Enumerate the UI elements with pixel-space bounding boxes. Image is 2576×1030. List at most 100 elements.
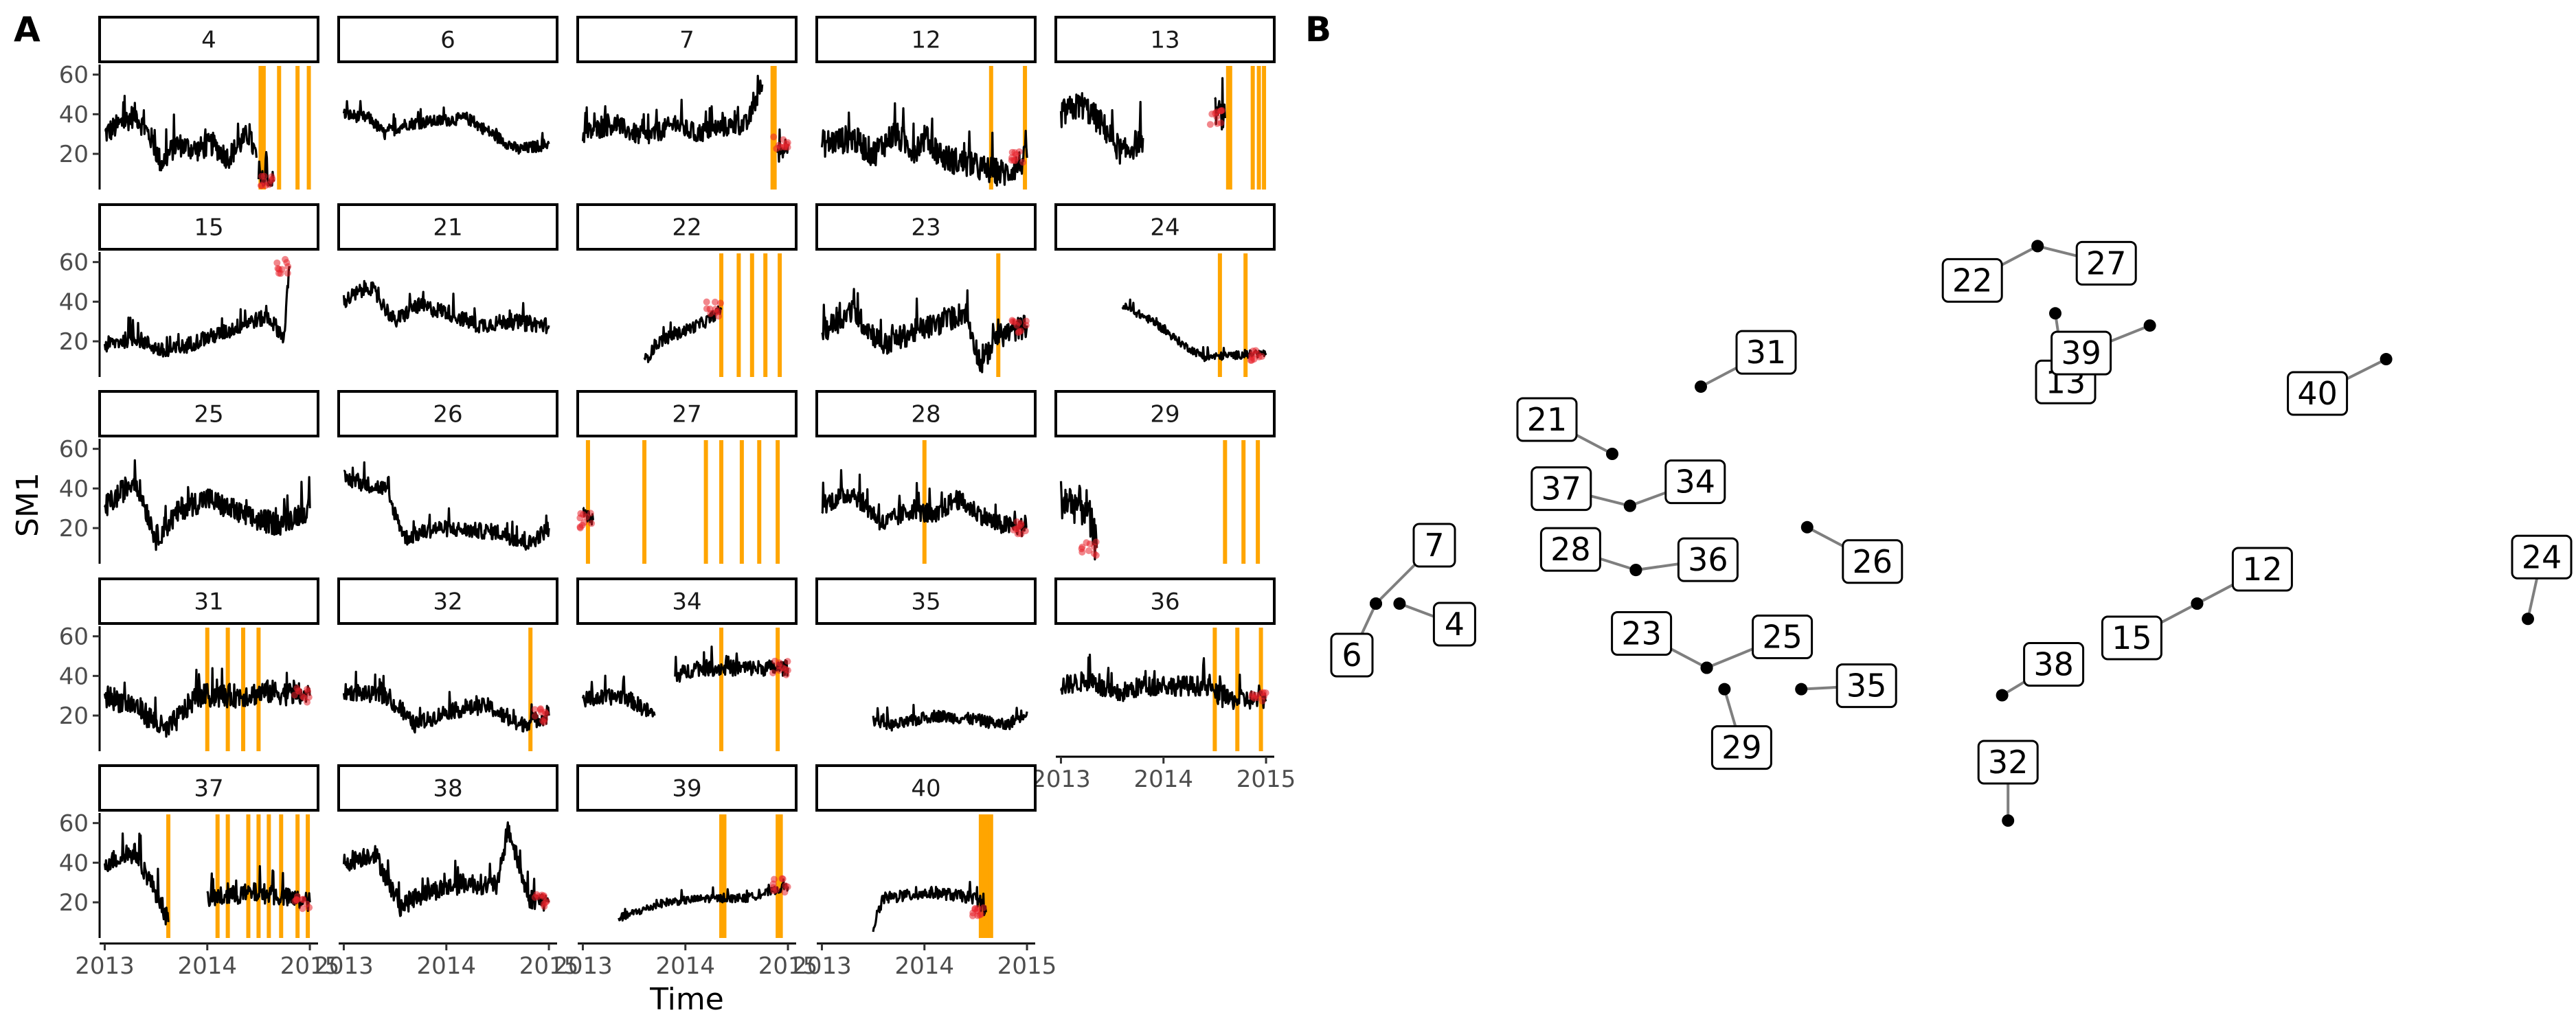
station-label-box xyxy=(2101,615,2162,661)
anomaly-point xyxy=(300,694,308,702)
station-label-box xyxy=(1752,615,1814,659)
facet-strip xyxy=(815,577,1037,625)
station-point xyxy=(1370,597,1382,610)
anomaly-point xyxy=(1248,356,1256,364)
station-label: 6 xyxy=(1342,637,1362,674)
station-point xyxy=(2049,307,2061,320)
panel-b-station-map: 4671213152122232425262728293132343536373… xyxy=(1330,240,2573,827)
facet-strip-label: 34 xyxy=(672,588,701,616)
y-tick-label: 40 xyxy=(59,663,89,690)
station-node-15: 15 xyxy=(2101,597,2204,661)
anomaly-point xyxy=(1090,550,1098,558)
station-point xyxy=(1606,448,1618,460)
facet-28: 28 xyxy=(815,390,1037,564)
facet-strip-label: 27 xyxy=(672,401,701,428)
station-label-box xyxy=(1539,527,1601,572)
facet-strip xyxy=(815,16,1037,63)
anomaly-point xyxy=(779,664,787,672)
anomaly-point xyxy=(541,718,548,726)
anomaly-point xyxy=(781,889,789,896)
station-node-27: 27 xyxy=(2031,240,2137,286)
facet-12: 12 xyxy=(815,16,1037,190)
y-tick-label: 40 xyxy=(59,475,89,503)
sm1-series-line xyxy=(821,288,1028,374)
y-tick-label: 20 xyxy=(59,702,89,730)
panel-a-facet-grid: 4 20 40 60 6 7 12 13 15 20 40 60 21 22 23 24 25 20 40 60 26 2… xyxy=(59,16,1296,980)
station-node-4: 4 xyxy=(1393,597,1476,647)
anomaly-point xyxy=(284,269,291,277)
facet-strip-label: 40 xyxy=(911,775,940,803)
station-node-31: 31 xyxy=(1695,330,1797,393)
anomaly-point xyxy=(299,905,306,913)
anomaly-point xyxy=(770,876,778,883)
anomaly-point xyxy=(304,685,311,693)
anomaly-point xyxy=(1213,113,1221,121)
station-node-22: 22 xyxy=(1941,240,2044,303)
x-tick-label: 2014 xyxy=(894,952,954,980)
facet-strip xyxy=(337,577,558,625)
facet-22: 22 xyxy=(576,203,798,377)
sm1-series-line xyxy=(872,703,1028,732)
station-point xyxy=(1623,499,1636,512)
sm1-series-line xyxy=(1059,92,1144,165)
anomaly-point xyxy=(1248,693,1256,700)
anomaly-point xyxy=(1258,689,1265,697)
station-node-28: 28 xyxy=(1539,527,1642,577)
anomaly-point xyxy=(284,263,292,271)
facet-34: 34 xyxy=(576,577,798,751)
anomaly-point xyxy=(299,896,306,904)
station-label: 26 xyxy=(1853,543,1893,580)
station-label-box xyxy=(2023,642,2085,687)
anomaly-point xyxy=(542,710,550,718)
x-tick-label: 2013 xyxy=(314,952,374,980)
anomaly-point xyxy=(703,298,710,306)
station-label: 38 xyxy=(2033,646,2074,683)
sm1-series-line xyxy=(104,95,258,172)
station-label: 29 xyxy=(1721,729,1762,766)
x-tick-label: 2013 xyxy=(792,952,852,980)
station-label: 40 xyxy=(2297,375,2338,412)
anomaly-point xyxy=(1021,527,1029,535)
anomaly-point xyxy=(1019,159,1027,166)
anomaly-point xyxy=(293,685,301,692)
anomaly-point xyxy=(1013,518,1021,525)
facet-strip-label: 22 xyxy=(672,214,701,242)
facet-strip xyxy=(337,390,558,437)
anomaly-point xyxy=(531,712,539,720)
facet-strip-label: 7 xyxy=(679,27,694,54)
anomaly-point xyxy=(714,308,722,315)
facet-strip-label: 12 xyxy=(911,27,940,54)
facet-21: 21 xyxy=(337,203,558,334)
anomaly-point xyxy=(588,520,596,527)
anomaly-point xyxy=(293,896,301,904)
station-point xyxy=(2522,613,2534,626)
station-point xyxy=(2031,240,2044,253)
anomaly-point xyxy=(711,298,719,306)
facet-strip xyxy=(1054,577,1276,625)
anomaly-point xyxy=(303,900,310,908)
station-point xyxy=(1695,380,1707,393)
x-tick-label: 2015 xyxy=(758,952,818,980)
anomaly-point xyxy=(578,521,586,529)
y-tick-label: 60 xyxy=(59,62,89,89)
anomaly-point xyxy=(1258,697,1266,705)
station-node-23: 23 xyxy=(1611,611,1713,674)
facet-strip-label: 39 xyxy=(672,775,701,803)
station-point xyxy=(2002,814,2015,827)
station-label: 15 xyxy=(2112,619,2152,656)
sm1-series-line xyxy=(1121,298,1267,363)
anomaly-point xyxy=(716,299,724,307)
station-label-box xyxy=(1677,537,1739,582)
station-label-box xyxy=(1710,725,1772,770)
anomaly-point xyxy=(707,310,714,317)
station-label-box xyxy=(2511,534,2573,580)
station-point xyxy=(1795,683,1808,696)
facet-4: 4 20 40 60 xyxy=(59,16,319,190)
facet-27: 27 xyxy=(576,390,798,564)
facet-24: 24 xyxy=(1054,203,1276,377)
sm1-series-line xyxy=(103,667,311,738)
station-label-box xyxy=(1330,632,1374,678)
sm1-series-line xyxy=(342,670,550,734)
sm1-series-line xyxy=(618,878,789,922)
facet-strip xyxy=(98,577,319,625)
